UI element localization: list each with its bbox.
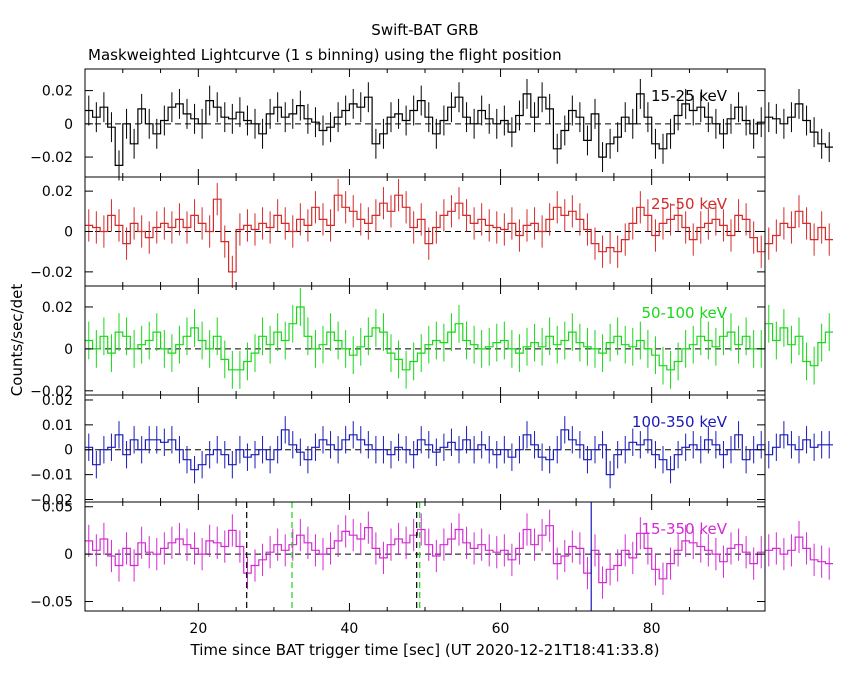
x-tick-label: 80	[643, 621, 661, 637]
series-line	[85, 194, 833, 273]
y-tick-label: 0.02	[42, 184, 73, 200]
x-tick-label: 20	[189, 621, 207, 637]
series-line	[85, 306, 833, 371]
y-tick-label: 0	[64, 547, 73, 563]
series-label: 50-100 keV	[641, 304, 727, 322]
y-tick-label: 0.01	[42, 418, 73, 434]
y-tick-label: 0	[64, 342, 73, 358]
y-axis-label: Counts/sec/det	[8, 284, 26, 397]
series-label: 100-350 keV	[632, 413, 728, 431]
x-tick-label: 60	[492, 621, 510, 637]
y-tick-label: 0.02	[42, 84, 73, 100]
figure-subtitle: Maskweighted Lightcurve (1 s binning) us…	[88, 46, 562, 64]
figure-title: Swift-BAT GRB	[371, 21, 478, 39]
panel-4: 0.05 0 −0.05 15-350 keV	[30, 500, 833, 612]
y-tick-label: 0.02	[42, 300, 73, 316]
y-tick-label: −0.02	[30, 265, 73, 281]
y-tick-label: 0.05	[42, 500, 73, 516]
y-tick-label: −0.01	[30, 468, 73, 484]
y-tick-label: 0	[64, 443, 73, 459]
y-tick-label: −0.02	[30, 384, 73, 400]
series-line	[85, 525, 833, 584]
y-tick-label: 0.02	[42, 393, 73, 409]
y-tick-label: −0.02	[30, 150, 73, 166]
y-tick-label: 0	[64, 225, 73, 241]
series-line	[85, 93, 833, 166]
series-label: 15-25 keV	[651, 87, 728, 105]
series-label: 15-350 keV	[641, 520, 727, 538]
series-line	[85, 429, 833, 476]
panel-0: 0.02 0 −0.02 15-25 keV	[30, 68, 833, 181]
y-tick-label: −0.02	[30, 493, 73, 509]
panel-2: 0.02 0 −0.02 50-100 keV	[30, 285, 833, 400]
x-axis-label: Time since BAT trigger time [sec] (UT 20…	[190, 641, 660, 659]
series-label: 25-50 keV	[651, 195, 728, 213]
y-tick-label: 0	[64, 117, 73, 133]
y-tick-label: −0.05	[30, 595, 73, 611]
panel-3: 0.02 0.01 0 −0.01 −0.02 100-350 keV	[30, 393, 833, 509]
panel-1: 0.02 0 −0.02 25-50 keV	[30, 176, 833, 289]
x-tick-label: 40	[341, 621, 359, 637]
